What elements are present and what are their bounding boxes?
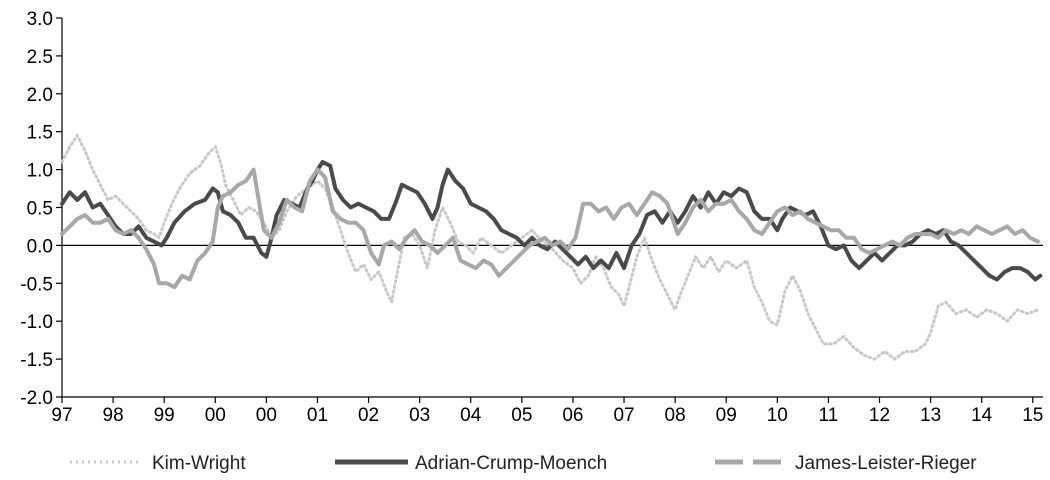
x-tick-label: 05 bbox=[511, 405, 532, 426]
series-line-kim-wright bbox=[60, 134, 1040, 361]
legend: Kim-Wright Adrian-Crump-Moench James-Lei… bbox=[70, 453, 977, 474]
legend-label-adrian-crump-moench: Adrian-Crump-Moench bbox=[415, 453, 607, 474]
x-axis-ticks: 97 98 99 00 00 01 02 03 04 05 06 07 08 09 10 11 12 13 14 15 bbox=[51, 397, 1043, 426]
y-tick-label: 1.0 bbox=[27, 161, 53, 182]
legend-item-james-leister-rieger: James-Leister-Rieger bbox=[715, 453, 977, 474]
legend-label-kim-wright: Kim-Wright bbox=[152, 453, 246, 474]
y-axis-ticks: 3.0 2.5 2.0 1.5 1.0 0.5 0.0 -0.5 -1.0 -1.5 -2.0 bbox=[20, 9, 62, 409]
x-tick-label: 00 bbox=[256, 405, 277, 426]
y-tick-label: 2.0 bbox=[27, 85, 53, 106]
x-tick-label: 98 bbox=[103, 405, 124, 426]
x-tick-label: 15 bbox=[1022, 405, 1043, 426]
legend-item-kim-wright: Kim-Wright bbox=[70, 453, 246, 474]
y-tick-label: -1.5 bbox=[20, 350, 53, 371]
y-tick-label: 0.0 bbox=[27, 236, 53, 257]
x-tick-label: 14 bbox=[971, 405, 993, 426]
x-tick-label: 97 bbox=[51, 405, 72, 426]
x-tick-label: 00 bbox=[205, 405, 226, 426]
x-tick-label: 06 bbox=[562, 405, 583, 426]
series-line-adrian-crump-moench bbox=[60, 160, 1043, 282]
y-tick-label: 1.5 bbox=[27, 123, 53, 144]
x-tick-label: 13 bbox=[920, 405, 941, 426]
series-layer bbox=[60, 134, 1043, 361]
y-tick-label: 0.5 bbox=[27, 199, 53, 220]
x-tick-label: 02 bbox=[358, 405, 379, 426]
x-tick-label: 99 bbox=[154, 405, 175, 426]
x-tick-label: 08 bbox=[665, 405, 686, 426]
y-tick-label: -0.5 bbox=[20, 274, 53, 295]
series-line-james-leister-rieger bbox=[60, 167, 1040, 290]
y-tick-label: 2.5 bbox=[27, 47, 53, 68]
x-tick-label: 07 bbox=[613, 405, 634, 426]
x-tick-label: 11 bbox=[819, 405, 839, 426]
x-tick-label: 03 bbox=[409, 405, 430, 426]
x-tick-label: 12 bbox=[869, 405, 890, 426]
y-tick-label: 3.0 bbox=[27, 9, 53, 30]
y-tick-label: -2.0 bbox=[20, 388, 53, 409]
x-tick-label: 10 bbox=[767, 405, 788, 426]
x-tick-label: 01 bbox=[307, 405, 328, 426]
legend-item-adrian-crump-moench: Adrian-Crump-Moench bbox=[335, 453, 607, 474]
x-tick-label: 09 bbox=[716, 405, 737, 426]
x-tick-label: 04 bbox=[460, 405, 482, 426]
legend-label-james-leister-rieger: James-Leister-Rieger bbox=[795, 453, 977, 474]
y-tick-label: -1.0 bbox=[20, 312, 53, 333]
